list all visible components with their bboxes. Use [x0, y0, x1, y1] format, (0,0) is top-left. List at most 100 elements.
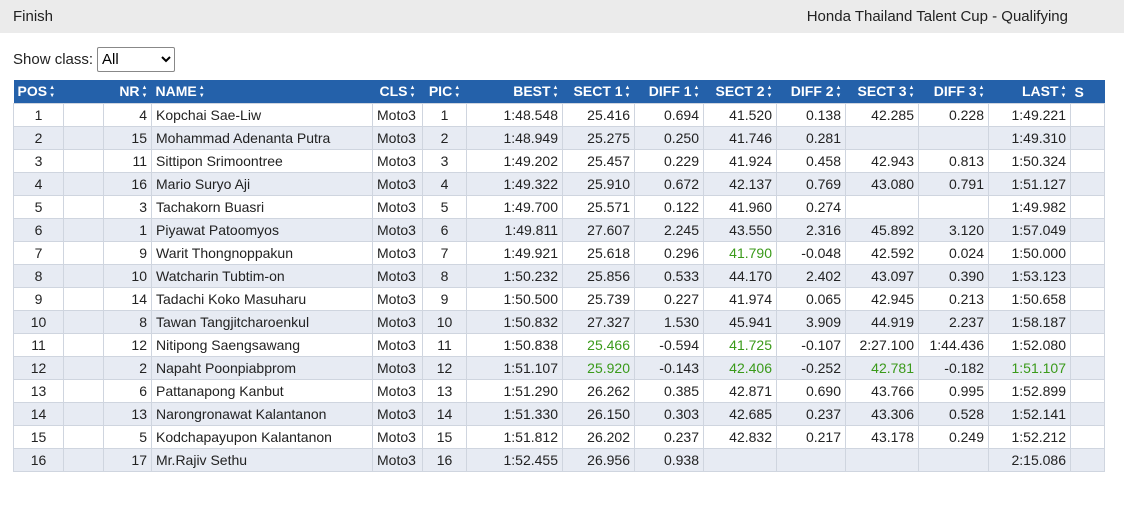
- cell: Kodchapayupon Kalantanon: [151, 425, 373, 449]
- cell: [63, 425, 104, 449]
- cell: [1070, 241, 1105, 265]
- cell: [63, 287, 104, 311]
- cell: 0.227: [634, 287, 704, 311]
- cell: 42.945: [845, 287, 919, 311]
- result-row: 16 17 Mr.Rajiv Sethu Moto3 16 1:52.455 26.956 0…: [13, 448, 1105, 472]
- cell: 0.024: [918, 241, 989, 265]
- sort-icon: ▲ ▼: [49, 85, 56, 100]
- cell: 0.065: [776, 287, 846, 311]
- cell: [63, 333, 104, 357]
- cell: 0.938: [634, 448, 704, 472]
- cell: 0.217: [776, 425, 846, 449]
- result-row: 7 9 Warit Thongnoppakun Moto3 7 1:49.921 25.61…: [13, 241, 1105, 265]
- sort-icon: ▲ ▼: [908, 85, 915, 100]
- column-header: LAST ▲ ▼: [988, 80, 1071, 104]
- cell: 5: [13, 195, 64, 219]
- sort-icon: ▲ ▼: [409, 85, 416, 100]
- top-bar: Finish Honda Thailand Talent Cup - Quali…: [0, 0, 1124, 33]
- column-title: DIFF 1: [648, 82, 692, 99]
- cell: [63, 172, 104, 196]
- result-row: 10 8 Tawan Tangjitcharoenkul Moto3 10 1:50.83…: [13, 310, 1105, 334]
- cell: [1070, 310, 1105, 334]
- cell: Warit Thongnoppakun: [151, 241, 373, 265]
- cell: 15: [103, 126, 152, 150]
- cell: 1:49.202: [466, 149, 563, 173]
- cell: Moto3: [372, 356, 423, 380]
- cell: 9: [103, 241, 152, 265]
- cell: 0.237: [634, 425, 704, 449]
- cell: 25.571: [562, 195, 635, 219]
- cell: Moto3: [372, 425, 423, 449]
- cell: 1:50.324: [988, 149, 1071, 173]
- cell: 27.607: [562, 218, 635, 242]
- cell: 41.746: [703, 126, 777, 150]
- cell: 1:51.290: [466, 379, 563, 403]
- cell: 10: [13, 310, 64, 334]
- cell: Mr.Rajiv Sethu: [151, 448, 373, 472]
- cell: 25.416: [562, 103, 635, 127]
- cell: [845, 126, 919, 150]
- sort-icon: ▲ ▼: [624, 85, 631, 100]
- cell: Moto3: [372, 310, 423, 334]
- cell: 0.769: [776, 172, 846, 196]
- cell: 13: [422, 379, 467, 403]
- cell: Moto3: [372, 241, 423, 265]
- cell: [63, 448, 104, 472]
- cell: Moto3: [372, 402, 423, 426]
- cell: 25.856: [562, 264, 635, 288]
- result-row: 5 3 Tachakorn Buasri Moto3 5 1:49.700 25.571 0.…: [13, 195, 1105, 219]
- cell: Moto3: [372, 218, 423, 242]
- cell: Moto3: [372, 149, 423, 173]
- result-row: 12 2 Napaht Poonpiabprom Moto3 12 1:51.107 25.…: [13, 356, 1105, 380]
- cell: [63, 379, 104, 403]
- cell: 44.170: [703, 264, 777, 288]
- cell: 1:52.080: [988, 333, 1071, 357]
- cell: 1:44.436: [918, 333, 989, 357]
- cell: 1:52.899: [988, 379, 1071, 403]
- column-header: PIC ▲ ▼: [422, 80, 467, 104]
- cell: 41.790: [703, 241, 777, 265]
- cell: 14: [13, 402, 64, 426]
- cell: Tawan Tangjitcharoenkul: [151, 310, 373, 334]
- cell: [63, 126, 104, 150]
- column-header: [63, 80, 104, 104]
- cell: 1:52.212: [988, 425, 1071, 449]
- cell: 43.550: [703, 218, 777, 242]
- cell: 6: [13, 218, 64, 242]
- cell: [63, 264, 104, 288]
- cell: Pattanapong Kanbut: [151, 379, 373, 403]
- column-title: S: [1074, 83, 1084, 100]
- cell: 1:49.700: [466, 195, 563, 219]
- cell: 2.237: [918, 310, 989, 334]
- cell: 27.327: [562, 310, 635, 334]
- cell: [918, 195, 989, 219]
- cell: 8: [13, 264, 64, 288]
- result-row: 14 13 Narongronawat Kalantanon Moto3 14 1:51.…: [13, 402, 1105, 426]
- cell: 14: [103, 287, 152, 311]
- cell: 10: [103, 264, 152, 288]
- cell: 3.120: [918, 218, 989, 242]
- cell: 0.281: [776, 126, 846, 150]
- cell: 42.406: [703, 356, 777, 380]
- cell: 0.250: [634, 126, 704, 150]
- sort-icon: ▲ ▼: [1060, 85, 1067, 100]
- column-title: SECT 1: [573, 82, 623, 99]
- cell: Tachakorn Buasri: [151, 195, 373, 219]
- cell: 14: [422, 402, 467, 426]
- cell: 45.892: [845, 218, 919, 242]
- cell: 1:51.127: [988, 172, 1071, 196]
- cell: Mario Suryo Aji: [151, 172, 373, 196]
- cell: [63, 402, 104, 426]
- cell: 11: [422, 333, 467, 357]
- class-select[interactable]: All: [97, 46, 176, 72]
- cell: 1:51.330: [466, 402, 563, 426]
- cell: [1070, 264, 1105, 288]
- cell: 42.685: [703, 402, 777, 426]
- cell: -0.143: [634, 356, 704, 380]
- cell: 25.466: [562, 333, 635, 357]
- cell: 25.618: [562, 241, 635, 265]
- cell: [63, 149, 104, 173]
- cell: Moto3: [372, 448, 423, 472]
- status: Finish: [13, 8, 54, 25]
- cell: 0.249: [918, 425, 989, 449]
